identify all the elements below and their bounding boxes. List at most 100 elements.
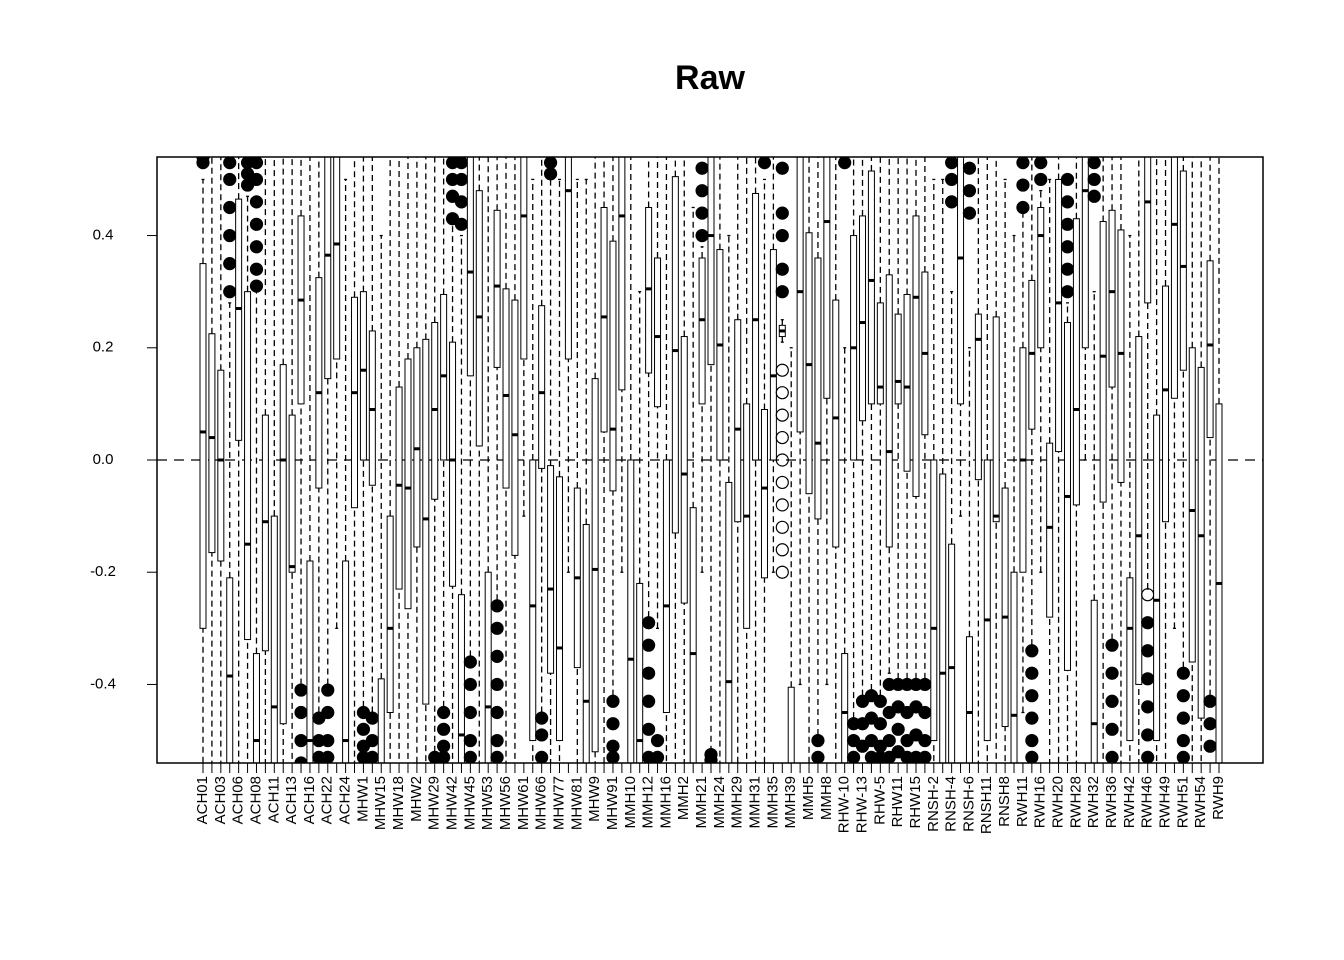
outlier	[962, 184, 977, 198]
outlier	[1025, 750, 1039, 763]
outlier	[1105, 722, 1119, 736]
outlier	[1141, 672, 1155, 686]
outlier	[606, 717, 620, 731]
box	[627, 459, 635, 763]
box	[974, 313, 982, 481]
outlier	[918, 677, 932, 692]
x-tick-label: MMH21	[693, 776, 710, 829]
box	[618, 157, 626, 391]
x-tick-label: MMH29	[729, 776, 746, 829]
box	[689, 507, 697, 763]
box	[939, 473, 947, 763]
box	[814, 257, 822, 520]
box	[235, 198, 243, 441]
box	[1126, 577, 1134, 742]
x-tick-label: RNSH8	[996, 776, 1013, 827]
outlier	[454, 157, 469, 170]
outlier	[356, 722, 371, 736]
x-tick-label: MMH5	[800, 776, 817, 820]
x-tick-label: RWH51	[1174, 776, 1191, 828]
outlier	[1016, 157, 1030, 170]
x-tick-label: MHW1	[354, 776, 371, 822]
outlier	[757, 157, 772, 170]
outlier	[321, 683, 335, 697]
outlier	[1141, 700, 1155, 714]
box	[270, 515, 278, 763]
box	[457, 594, 465, 763]
outlier	[1203, 694, 1217, 708]
x-tick-label: MHW9	[586, 776, 603, 822]
outlier	[437, 750, 451, 763]
outlier	[1060, 195, 1075, 209]
outlier	[1176, 711, 1190, 725]
y-tick-label: 0.0	[93, 451, 114, 468]
outlier	[294, 683, 308, 697]
outlier	[249, 217, 264, 231]
x-tick-label: RNSH-4	[943, 776, 960, 832]
outlier	[321, 705, 335, 720]
box	[1099, 221, 1107, 503]
box	[1188, 347, 1196, 663]
outlier	[962, 206, 977, 220]
outlier	[1141, 616, 1155, 630]
outlier	[454, 172, 469, 187]
outlier	[695, 184, 709, 198]
x-tick-label: MMH8	[818, 776, 835, 820]
outlier	[1025, 733, 1039, 748]
outlier	[1060, 240, 1075, 254]
y-tick-label: -0.4	[90, 675, 116, 692]
outlier	[891, 722, 905, 736]
outlier	[1141, 728, 1155, 742]
outlier	[695, 161, 709, 175]
x-tick-label: MMH39	[782, 776, 799, 829]
outlier	[650, 733, 665, 748]
outlier	[490, 649, 504, 663]
outlier	[294, 733, 308, 748]
x-tick-label: RWH42	[1121, 776, 1138, 828]
box	[306, 560, 314, 763]
outlier	[1087, 172, 1101, 187]
x-tick-label: MMH2	[675, 776, 692, 820]
outlier	[945, 172, 959, 187]
outlier	[1025, 666, 1039, 680]
x-tick-label: MHW15	[372, 776, 389, 830]
outlier	[775, 475, 789, 490]
outlier	[1203, 739, 1217, 753]
x-tick-label: MHW91	[604, 776, 621, 830]
box	[538, 305, 546, 469]
box	[894, 313, 902, 405]
outlier	[775, 285, 789, 299]
outlier	[918, 733, 932, 748]
outlier	[1141, 644, 1155, 658]
outlier	[365, 733, 379, 748]
x-tick-label: ACH24	[337, 776, 354, 824]
box	[297, 215, 305, 405]
box	[261, 414, 269, 652]
x-tick-label: MHW77	[550, 776, 567, 830]
box	[564, 157, 572, 360]
box	[1117, 229, 1125, 483]
outlier	[873, 717, 887, 731]
plot-area	[157, 157, 1263, 763]
x-tick-label: ACH06	[230, 776, 247, 824]
x-tick-label: MMH16	[657, 776, 674, 829]
outlier	[1087, 157, 1101, 170]
y-tick-label: 0.2	[93, 339, 114, 356]
box	[832, 299, 840, 548]
x-tick-label: MMH12	[640, 776, 657, 829]
box	[1046, 442, 1054, 618]
outlier	[846, 750, 861, 763]
outlier	[882, 733, 896, 748]
outlier	[775, 386, 789, 400]
x-tick-label: ACH11	[265, 776, 282, 823]
box	[502, 288, 510, 489]
x-tick-label: RWH9	[1210, 776, 1227, 820]
outlier	[775, 453, 789, 467]
box	[671, 176, 679, 534]
outlier	[1060, 262, 1075, 276]
box	[957, 157, 965, 405]
outlier	[321, 733, 335, 748]
outlier	[463, 677, 477, 692]
outlier	[1016, 200, 1030, 215]
outlier	[695, 228, 709, 243]
